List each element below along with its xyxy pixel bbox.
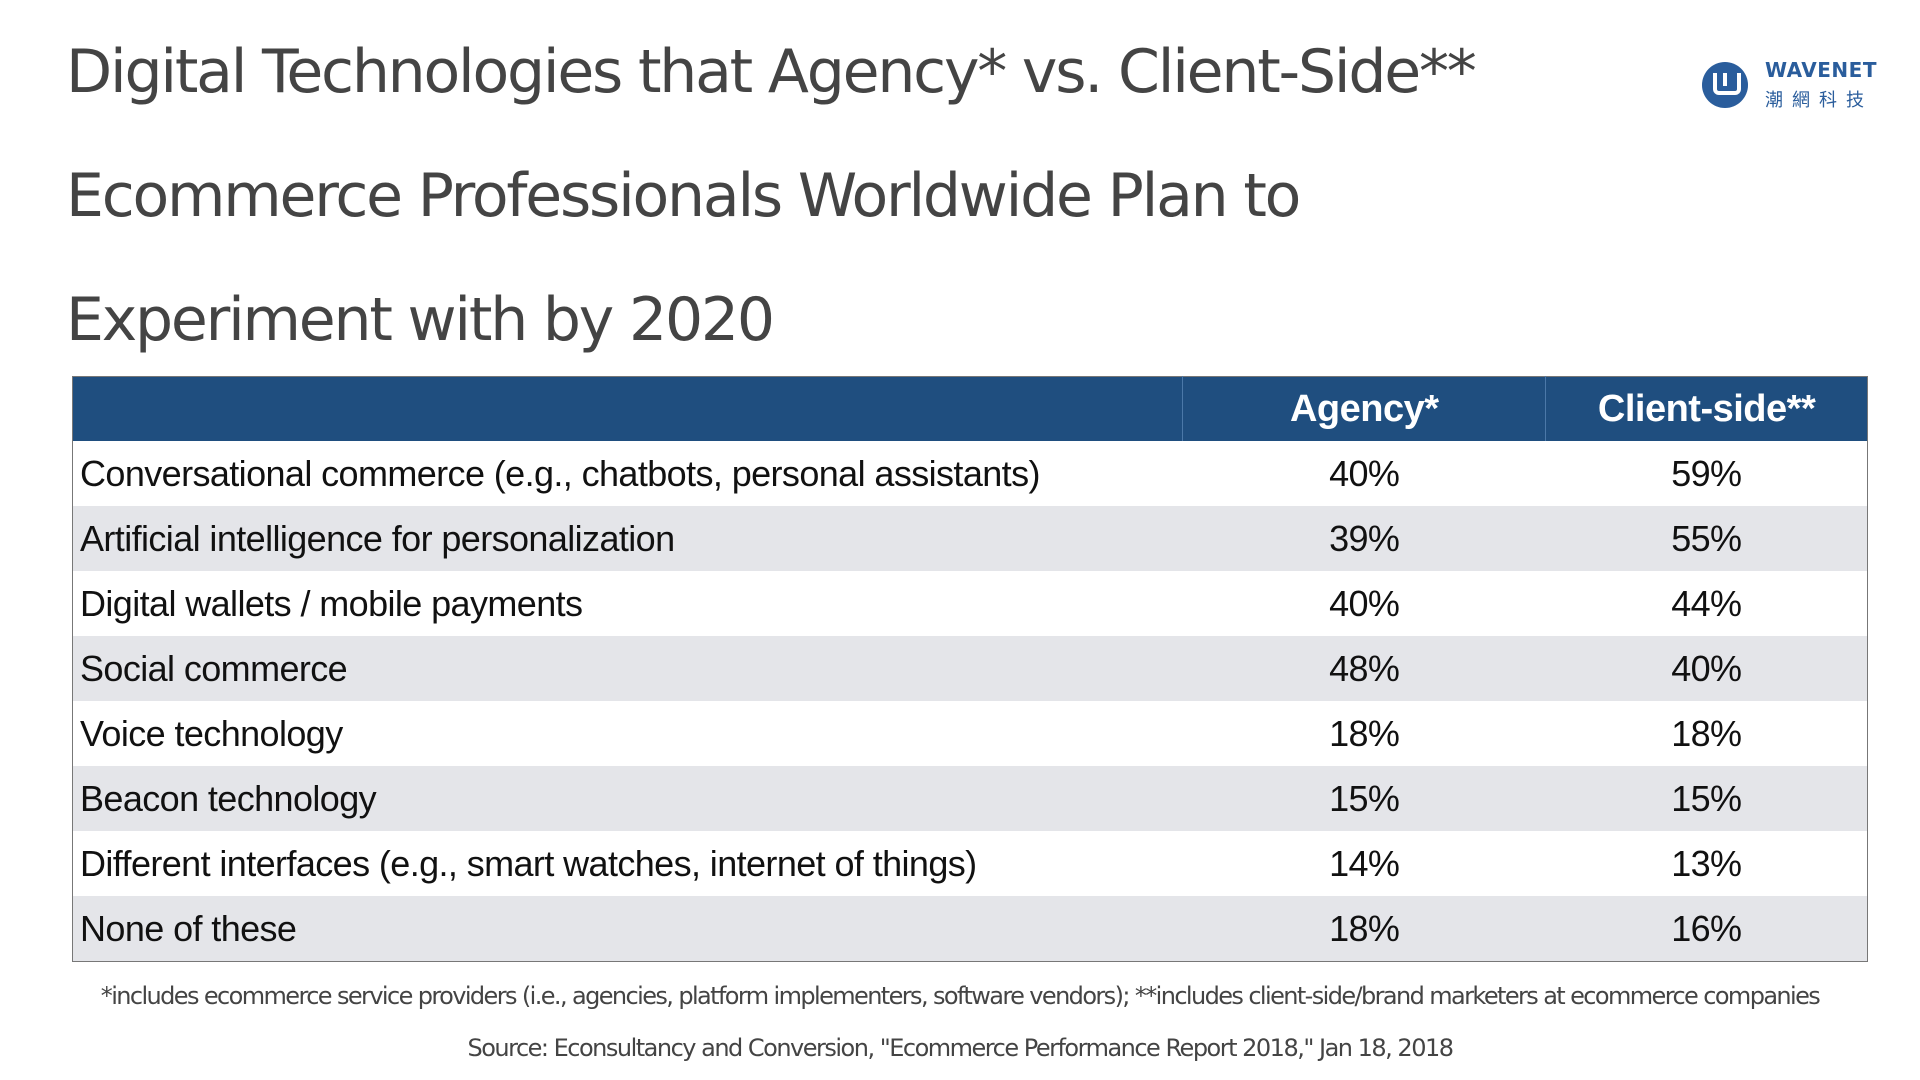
title-line-2: Ecommerce Professionals Worldwide Plan t…: [66, 161, 1301, 231]
row-label: Conversational commerce (e.g., chatbots,…: [72, 441, 1183, 506]
agency-value: 39%: [1182, 506, 1546, 571]
row-label: Social commerce: [72, 636, 1183, 701]
row-label: Artificial intelligence for personalizat…: [72, 506, 1183, 571]
table-header-row: Agency* Client-side**: [72, 376, 1868, 441]
title-line-1: Digital Technologies that Agency* vs. Cl…: [66, 37, 1477, 107]
row-label: None of these: [72, 896, 1183, 962]
logo-glyph-u: [1713, 73, 1741, 95]
table-row: None of these 18% 16%: [72, 896, 1868, 962]
agency-value: 14%: [1182, 831, 1546, 896]
client-side-value: 55%: [1545, 506, 1868, 571]
client-side-value: 40%: [1545, 636, 1868, 701]
header-technology: [72, 376, 1183, 441]
source-citation: Source: Econsultancy and Conversion, "Ec…: [467, 1034, 1454, 1062]
page-title: Digital Technologies that Agency* vs. Cl…: [66, 22, 1626, 394]
row-label: Beacon technology: [72, 766, 1183, 831]
table-row: Digital wallets / mobile payments 40% 44…: [72, 571, 1868, 636]
row-label: Digital wallets / mobile payments: [72, 571, 1183, 636]
client-side-value: 44%: [1545, 571, 1868, 636]
header-agency: Agency*: [1182, 376, 1546, 441]
logo-name: WAVENET: [1765, 58, 1877, 82]
client-side-value: 16%: [1545, 896, 1868, 962]
agency-value: 18%: [1182, 701, 1546, 766]
agency-value: 18%: [1182, 896, 1546, 962]
client-side-value: 59%: [1545, 441, 1868, 506]
logo-chinese-name: 潮網科技: [1765, 90, 1873, 111]
client-side-value: 13%: [1545, 831, 1868, 896]
table-row: Voice technology 18% 18%: [72, 701, 1868, 766]
agency-value: 48%: [1182, 636, 1546, 701]
table-row: Beacon technology 15% 15%: [72, 766, 1868, 831]
technology-table: Agency* Client-side** Conversational com…: [72, 376, 1868, 962]
row-label: Voice technology: [72, 701, 1183, 766]
table-row: Conversational commerce (e.g., chatbots,…: [72, 441, 1868, 506]
wavenet-logo-icon: [1702, 62, 1748, 108]
header-client-side: Client-side**: [1545, 376, 1868, 441]
row-label: Different interfaces (e.g., smart watche…: [72, 831, 1183, 896]
table-row: Different interfaces (e.g., smart watche…: [72, 831, 1868, 896]
table-row: Social commerce 48% 40%: [72, 636, 1868, 701]
agency-value: 40%: [1182, 571, 1546, 636]
wavenet-logo: WAVENET 潮網科技: [1700, 58, 1900, 114]
footnote: *includes ecommerce service providers (i…: [100, 982, 1821, 1010]
agency-value: 15%: [1182, 766, 1546, 831]
table-row: Artificial intelligence for personalizat…: [72, 506, 1868, 571]
logo-glyph-stroke: [1723, 73, 1727, 86]
client-side-value: 18%: [1545, 701, 1868, 766]
client-side-value: 15%: [1545, 766, 1868, 831]
agency-value: 40%: [1182, 441, 1546, 506]
title-line-3: Experiment with by 2020: [66, 285, 775, 355]
